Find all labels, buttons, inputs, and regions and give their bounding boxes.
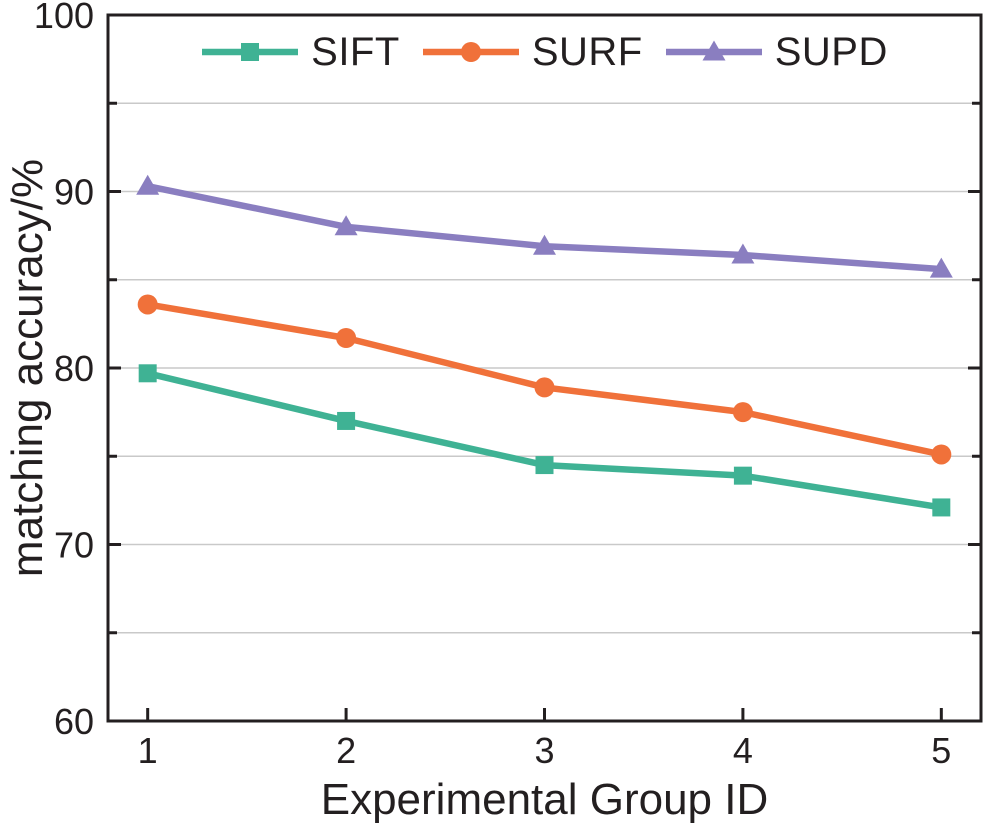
data-point-sift-2	[337, 411, 356, 430]
data-point-surf-5	[931, 444, 952, 465]
data-point-supd-2	[334, 215, 358, 236]
data-point-supd-3	[533, 234, 556, 255]
x-axis-title: Experimental Group ID	[321, 775, 769, 824]
data-point-sift-5	[932, 498, 951, 517]
data-point-sift-4	[733, 466, 752, 485]
data-point-surf-3	[534, 377, 555, 398]
y-tick-label-70: 70	[54, 525, 94, 566]
y-tick-label-60: 60	[54, 701, 94, 742]
x-tick-label-1: 1	[138, 730, 158, 771]
x-tick-label-2: 2	[336, 730, 356, 771]
data-point-supd-4	[731, 243, 755, 264]
x-tick-label-5: 5	[931, 730, 951, 771]
x-tick-label-4: 4	[733, 730, 753, 771]
y-axis-title: matching accuracy/%	[3, 159, 52, 577]
data-point-surf-2	[336, 327, 357, 348]
x-tick-label-3: 3	[534, 730, 554, 771]
y-tick-label-80: 80	[54, 348, 94, 389]
data-point-sift-1	[138, 364, 157, 383]
data-point-surf-4	[732, 402, 753, 423]
data-point-sift-3	[535, 456, 554, 475]
y-tick-label-90: 90	[54, 172, 94, 213]
data-point-supd-1	[136, 174, 160, 195]
y-tick-label-100: 100	[34, 0, 94, 36]
data-point-surf-1	[137, 294, 158, 315]
data-point-supd-5	[929, 257, 953, 278]
series-line-supd	[144, 182, 945, 273]
